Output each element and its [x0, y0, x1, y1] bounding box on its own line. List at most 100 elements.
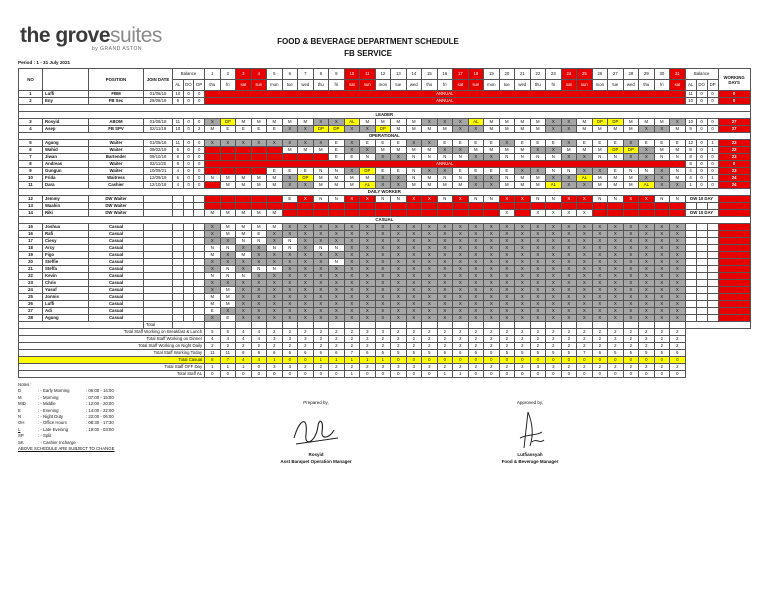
- summary-value: 2: [638, 342, 655, 350]
- logo-text: the grove: [20, 24, 111, 47]
- summary-value: 2: [669, 342, 686, 350]
- day-cell: X: [452, 195, 469, 203]
- day-cell: X: [405, 279, 423, 287]
- weekday: wed: [405, 79, 423, 91]
- summary-value: 2: [669, 328, 686, 336]
- day-cell: X: [483, 258, 500, 266]
- day-cell: X: [483, 251, 500, 259]
- day-cell: X: [343, 307, 361, 315]
- balance: [193, 244, 206, 252]
- day-cell: X: [312, 265, 330, 273]
- summary-value: 0: [390, 370, 407, 378]
- day-cell: M: [514, 146, 531, 154]
- day-cell: M: [390, 146, 407, 154]
- day-cell: X: [560, 258, 578, 266]
- day-number: 14: [405, 68, 423, 80]
- summary-value: 2: [235, 342, 252, 350]
- day-cell: X: [576, 223, 593, 231]
- day-cell: N: [545, 153, 562, 161]
- day-cell: N: [312, 244, 330, 252]
- day-cell: X: [467, 153, 485, 161]
- day-cell: X: [452, 244, 469, 252]
- day-cell: X: [514, 279, 531, 287]
- summary-value: 2: [607, 328, 624, 336]
- day-cell: X: [669, 307, 686, 315]
- day-cell: [219, 321, 237, 329]
- balance: 1: [684, 181, 697, 189]
- summary-value: 2: [312, 328, 330, 336]
- day-cell: X: [467, 223, 485, 231]
- day-cell: [405, 209, 423, 217]
- balance: [684, 265, 697, 273]
- day-cell: X: [390, 307, 407, 315]
- summary-value: 2: [560, 342, 578, 350]
- day-cell: X: [545, 265, 562, 273]
- day-cell: X: [529, 167, 547, 175]
- day-cell: X: [436, 258, 454, 266]
- day-cell: [235, 153, 252, 161]
- day-cell: N: [421, 153, 438, 161]
- day-cell: X: [545, 230, 562, 238]
- join-date: [143, 251, 173, 259]
- day-cell: [235, 146, 252, 154]
- day-cell: [529, 202, 547, 210]
- day-cell: [529, 321, 547, 329]
- day-cell: E: [607, 167, 624, 175]
- summary-value: 2: [483, 363, 500, 371]
- day-cell: X: [545, 279, 562, 287]
- section-label: LEADER: [18, 111, 751, 119]
- day-cell: [235, 321, 252, 329]
- staff-row: 5 Agung Waiter 01/05/16 11 0 0 X X X X X X X X E X E E E X X E…: [18, 139, 751, 147]
- balance: 12: [684, 139, 697, 147]
- day-cell: X: [421, 139, 438, 147]
- summary-value: 1: [312, 356, 330, 364]
- day-cell: X: [498, 139, 516, 147]
- day-number: 11: [359, 68, 376, 80]
- day-cell: [312, 209, 330, 217]
- summary-value: 5: [607, 349, 624, 357]
- logo-tagline: by GRAND ASTON: [92, 46, 142, 52]
- day-cell: X: [328, 279, 345, 287]
- summary-value: 6: [328, 349, 345, 357]
- day-cell: X: [374, 237, 392, 245]
- day-cell: AL: [359, 181, 376, 189]
- day-cell: X: [591, 258, 609, 266]
- day-cell: X: [281, 293, 299, 301]
- day-cell: N: [390, 195, 407, 203]
- day-cell: X: [359, 146, 376, 154]
- day-cell: X: [312, 293, 330, 301]
- day-cell: X: [297, 279, 314, 287]
- day-cell: X: [560, 118, 578, 126]
- day-cell: X: [312, 223, 330, 231]
- balance: [706, 244, 719, 252]
- day-cell: X: [436, 146, 454, 154]
- day-cell: M: [219, 174, 237, 182]
- summary-value: 2: [467, 363, 485, 371]
- day-cell: X: [498, 258, 516, 266]
- summary-value: 2: [250, 342, 268, 350]
- balance: [695, 286, 708, 294]
- day-cell: X: [467, 125, 485, 133]
- summary-value: 5: [560, 349, 578, 357]
- balance: 9: [684, 125, 697, 133]
- staff-row: 3 Rosyid ABOM 01/08/18 11 0 0 X DP M M M M M X X AL M M M M X…: [18, 118, 751, 126]
- summary-value: 0: [359, 370, 376, 378]
- day-cell: AL: [467, 118, 485, 126]
- day-cell: X: [421, 293, 438, 301]
- day-cell: M: [514, 118, 531, 126]
- working-days: [717, 265, 751, 273]
- balance: [172, 307, 184, 315]
- balance: [193, 272, 206, 280]
- staff-no: 1: [18, 90, 43, 98]
- note-row: M: - Morning: 07:00 - 15:00: [18, 395, 114, 401]
- day-cell: X: [514, 258, 531, 266]
- summary-value: 3: [545, 363, 562, 371]
- balance: [172, 237, 184, 245]
- day-cell: [452, 202, 469, 210]
- balance: [684, 202, 697, 210]
- day-cell: X: [576, 279, 593, 287]
- day-cell: [607, 209, 624, 217]
- join-date: [143, 272, 173, 280]
- day-cell: X: [235, 258, 252, 266]
- day-cell: X: [297, 272, 314, 280]
